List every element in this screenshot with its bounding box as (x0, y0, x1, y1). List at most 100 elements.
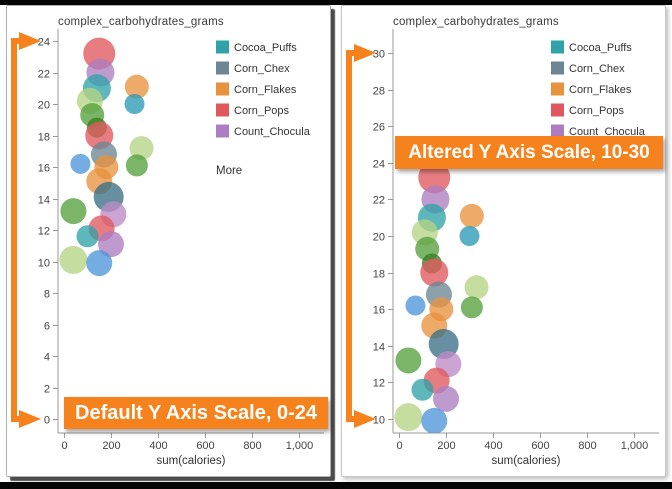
bubble-mark[interactable] (60, 198, 87, 225)
bubble-mark[interactable] (394, 403, 423, 432)
legend-label: Corn_Chex (234, 63, 290, 75)
bubble-mark[interactable] (124, 74, 149, 99)
y-tick-label: 0 (44, 415, 50, 427)
x-tick-label: 0 (61, 440, 67, 452)
legend-item-cocoa_puffs[interactable]: Cocoa_Puffs (216, 40, 297, 55)
y-tick-label: 14 (373, 342, 385, 354)
y-tick-label: 12 (38, 226, 50, 238)
legend-label: Cocoa_Puffs (569, 42, 632, 54)
bubble-mark[interactable] (125, 154, 148, 177)
legend-swatch (551, 61, 564, 75)
legend-label: Count_Chocula (569, 126, 646, 138)
arrowhead-top-icon (354, 44, 376, 62)
legend-item-corn_chex[interactable]: Corn_Chex (216, 61, 290, 76)
y-tick-label: 30 (373, 49, 385, 61)
legend-swatch (551, 82, 564, 96)
legend-label: Corn_Flakes (234, 84, 297, 96)
bubble-mark[interactable] (459, 203, 484, 228)
legend-swatch (551, 124, 564, 138)
bubble-layer (394, 161, 489, 434)
legend-swatch (216, 61, 229, 75)
x-tick-label: 400 (484, 440, 502, 452)
y-tick-label: 20 (373, 232, 385, 244)
legend-swatch (216, 82, 229, 96)
legend-label: Corn_Chex (569, 63, 625, 75)
y-tick-label: 28 (373, 86, 385, 98)
x-tick-label: 600 (531, 440, 549, 452)
y-axis-range-arrow (11, 32, 41, 428)
y-tick-label: 22 (38, 69, 50, 81)
bubble-mark[interactable] (433, 385, 459, 412)
x-tick-label: 800 (578, 440, 596, 452)
bubble-mark[interactable] (59, 245, 88, 274)
y-tick-label: 12 (373, 378, 385, 390)
bubble-mark[interactable] (464, 275, 489, 300)
bubble-mark[interactable] (86, 250, 113, 277)
y-tick-label: 20 (38, 100, 50, 112)
y-tick-label: 18 (38, 132, 50, 144)
arrowhead-top-icon (19, 32, 41, 50)
legend-item-corn_flakes[interactable]: Corn_Flakes (551, 82, 632, 97)
y-tick-label: 10 (373, 415, 385, 427)
y-axis-range-arrow (346, 44, 376, 428)
bubble-mark[interactable] (460, 296, 483, 319)
y-tick-label: 18 (373, 269, 385, 281)
y-tick-label: 14 (38, 195, 50, 207)
legend-swatch (216, 103, 229, 117)
scatter-chart-altered-scale: 10 12 14 16 18 20 22 24 26 28 30 0 200 400 600 800 1,000… (346, 29, 659, 467)
legend-item-count_chocula[interactable]: Count_Chocula (216, 124, 311, 139)
bubble-mark[interactable] (124, 94, 145, 114)
top-black-bar (0, 0, 672, 5)
bubble-mark[interactable] (70, 153, 91, 174)
y-tick-label: 16 (373, 305, 385, 317)
chart-title: complex_carbohydrates_grams (393, 16, 559, 28)
y-tick-label: 22 (373, 195, 385, 207)
bubble-mark[interactable] (459, 226, 480, 246)
annotation-banner-default-scale: Default Y Axis Scale, 0-24 (64, 397, 328, 429)
legend-label: Corn_Flakes (569, 84, 632, 96)
y-tick-label: 6 (44, 321, 50, 333)
bubble-mark[interactable] (418, 161, 451, 194)
bubble-mark[interactable] (76, 225, 99, 248)
annotation-banner-altered-scale: Altered Y Axis Scale, 10-30 (395, 136, 663, 169)
legend-label: Corn_Pops (569, 105, 625, 117)
bottom-black-bar (0, 482, 672, 489)
y-tick-label: 2 (44, 384, 50, 396)
legend-swatch (551, 40, 564, 54)
bubble-mark[interactable] (98, 231, 124, 258)
y-tick-label: 16 (38, 163, 50, 175)
x-tick-label: 1,000 (621, 440, 649, 452)
legend-item-count_chocula[interactable]: Count_Chocula (551, 124, 646, 139)
arrowhead-bottom-icon (354, 410, 376, 428)
x-tick-label: 600 (196, 440, 214, 452)
y-tick-label: 4 (44, 352, 50, 364)
bubble-mark[interactable] (129, 136, 154, 161)
x-axis-title: sum(calories) (156, 455, 225, 467)
legend-label: Corn_Pops (234, 105, 290, 117)
x-tick-label: 400 (149, 440, 167, 452)
y-tick-label: 10 (38, 258, 50, 270)
legend-item-corn_pops[interactable]: Corn_Pops (551, 103, 625, 118)
bubble-mark[interactable] (420, 258, 449, 287)
legend-more-link[interactable]: More (216, 165, 242, 177)
legend-item-corn_chex[interactable]: Corn_Chex (551, 61, 625, 76)
x-tick-label: 200 (102, 440, 120, 452)
legend-item-corn_pops[interactable]: Corn_Pops (216, 103, 290, 118)
legend-label: Cocoa_Puffs (234, 42, 297, 54)
y-tick-label: 8 (44, 289, 50, 301)
legend-item-corn_flakes[interactable]: Corn_Flakes (216, 82, 297, 97)
chart-panel-altered-scale: complex_carbohydrates_grams 10 12 14 16 18 20… (341, 5, 666, 477)
bubble-mark[interactable] (421, 407, 448, 434)
legend-swatch (216, 124, 229, 138)
legend-item-cocoa_puffs[interactable]: Cocoa_Puffs (551, 40, 632, 55)
bubble-mark[interactable] (405, 295, 426, 316)
legend-label: Count_Chocula (234, 126, 311, 138)
bubble-mark[interactable] (411, 378, 434, 401)
y-tick-label: 24 (373, 159, 385, 171)
bubble-mark[interactable] (395, 347, 422, 374)
legend-swatch (216, 40, 229, 54)
y-tick-label: 26 (373, 122, 385, 134)
x-axis-title: sum(calories) (491, 455, 560, 467)
